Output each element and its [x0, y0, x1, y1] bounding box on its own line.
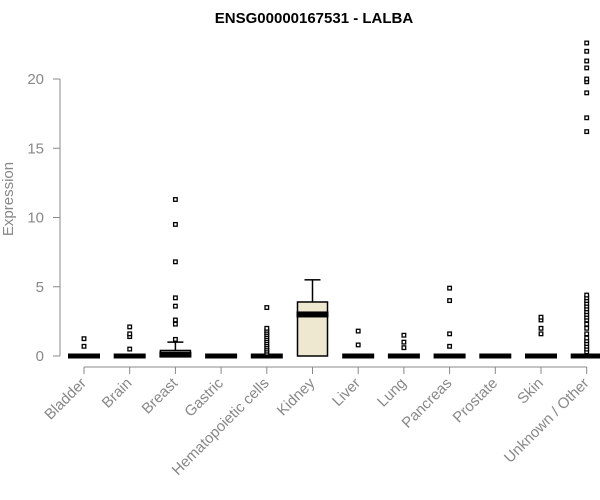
y-tick-label: 10 — [27, 210, 44, 227]
outlier-point — [172, 336, 178, 342]
median-line — [68, 353, 100, 359]
median-line — [250, 353, 283, 359]
outlier-point — [584, 115, 590, 121]
median-line — [159, 351, 192, 358]
median-line — [342, 353, 375, 359]
x-tick-label: Unknown / Other — [501, 375, 593, 467]
outlier-point — [447, 285, 453, 291]
outlier-point — [172, 221, 178, 227]
median-line — [113, 353, 146, 359]
outlier-point — [584, 335, 590, 341]
outlier-point — [401, 345, 407, 351]
box-pancreas — [433, 285, 466, 359]
outlier-point — [584, 292, 590, 298]
x-tick-label: Kidney — [274, 374, 319, 419]
outlier-point — [172, 303, 178, 309]
y-tick-label: 15 — [27, 140, 44, 157]
outlier-point — [264, 305, 270, 310]
box-breast — [159, 197, 192, 358]
box-unknown-other — [570, 40, 600, 359]
outlier-point — [355, 342, 361, 348]
y-tick-label: 0 — [36, 348, 44, 365]
outlier-point — [584, 129, 590, 135]
outlier-point — [584, 325, 590, 331]
y-tick-label: 20 — [27, 71, 44, 88]
box-skin — [525, 314, 557, 359]
x-tick-label: Skin — [514, 375, 547, 408]
outlier-point — [538, 331, 544, 337]
chart-title: ENSG00000167531 - LALBA — [215, 10, 414, 27]
x-tick-label: Breast — [139, 374, 182, 417]
outlier-point — [172, 197, 178, 202]
x-tick-label: Liver — [329, 375, 364, 410]
outlier-point — [584, 40, 590, 46]
outlier-point — [172, 295, 178, 301]
median-line — [525, 353, 557, 359]
x-tick-label: Prostate — [450, 375, 502, 427]
box-liver — [342, 328, 375, 359]
outlier-point — [538, 314, 544, 320]
box-prostate — [479, 353, 512, 359]
y-axis-label: Expression — [0, 162, 17, 236]
box-lung — [387, 332, 420, 359]
outlier-point — [584, 331, 590, 337]
outlier-point — [447, 298, 453, 304]
outlier-point — [584, 76, 590, 82]
outlier-point — [172, 259, 178, 265]
outlier-point — [264, 325, 270, 331]
box-brain — [113, 324, 146, 359]
outlier-point — [172, 317, 178, 323]
box-series — [68, 40, 600, 359]
median-line — [479, 353, 512, 359]
outlier-point — [81, 343, 87, 349]
box-hematopoietic-cells — [250, 305, 283, 359]
x-tick-label: Gastric — [181, 374, 227, 420]
x-tick-label: Bladder — [41, 375, 90, 424]
outlier-point — [447, 331, 453, 337]
outlier-point — [127, 324, 133, 330]
outlier-point — [584, 48, 590, 54]
x-tick-label: Pancreas — [399, 375, 456, 432]
outlier-point — [584, 65, 590, 71]
outlier-point — [401, 339, 407, 345]
outlier-point — [81, 336, 87, 342]
y-tick-label: 5 — [36, 279, 44, 296]
box-bladder — [68, 336, 100, 359]
outlier-point — [538, 325, 544, 331]
outlier-point — [127, 346, 133, 352]
box-kidney — [296, 279, 329, 357]
x-tick-label: Lung — [374, 375, 410, 411]
outlier-point — [584, 321, 590, 327]
outlier-point — [584, 58, 590, 64]
outlier-point — [172, 321, 178, 327]
x-tick-label: Brain — [99, 375, 136, 412]
median-line — [570, 353, 600, 359]
outlier-point — [584, 90, 590, 96]
y-axis: 0 5 10 15 20 — [27, 71, 61, 365]
median-line — [387, 353, 420, 359]
outlier-point — [447, 343, 453, 349]
box-body — [296, 301, 329, 357]
median-line — [205, 353, 238, 359]
median-line — [296, 311, 329, 318]
outlier-point — [355, 328, 361, 334]
box-gastric — [205, 353, 238, 359]
outlier-point — [401, 332, 407, 338]
outlier-point — [127, 331, 133, 337]
median-line — [433, 353, 466, 359]
